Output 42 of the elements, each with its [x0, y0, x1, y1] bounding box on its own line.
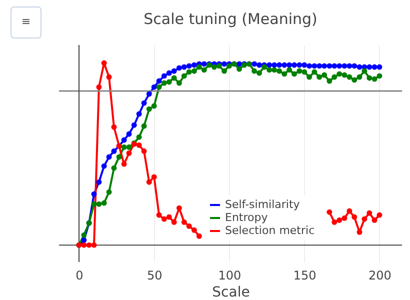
point	[346, 208, 352, 214]
point	[101, 60, 107, 66]
point	[332, 219, 338, 225]
x-tick-label: 150	[293, 268, 316, 282]
x-tick-label: 50	[146, 268, 162, 282]
legend-label: Selection metric	[225, 224, 315, 237]
point	[91, 242, 97, 248]
point	[191, 227, 197, 233]
point	[352, 214, 358, 220]
point	[326, 209, 332, 215]
text: ≡	[21, 15, 31, 28]
point	[186, 223, 192, 229]
point	[126, 150, 132, 156]
point	[336, 217, 342, 223]
point	[161, 216, 167, 222]
point	[166, 214, 172, 220]
legend-label: Entropy	[225, 211, 268, 224]
x-tick-label: 200	[368, 268, 392, 282]
point	[342, 215, 348, 221]
point	[141, 148, 147, 154]
point	[136, 142, 142, 148]
point	[151, 174, 157, 180]
legend-label: Self-similarity	[225, 198, 300, 211]
point	[146, 179, 152, 185]
point	[111, 124, 117, 130]
point	[366, 210, 372, 216]
point	[181, 219, 187, 225]
point	[171, 219, 177, 225]
point	[81, 242, 87, 248]
point	[376, 212, 382, 218]
x-tick-label: 0	[76, 268, 84, 282]
point	[86, 242, 92, 248]
point	[176, 205, 182, 211]
chart-title: Scale tuning (Meaning)	[144, 10, 318, 28]
point	[106, 74, 112, 80]
x-axis-title: Scale	[212, 284, 250, 300]
x-tick-label: 100	[218, 268, 242, 282]
point	[372, 217, 378, 223]
point	[96, 84, 102, 90]
point	[196, 233, 202, 239]
point	[362, 216, 368, 222]
point	[156, 212, 162, 218]
